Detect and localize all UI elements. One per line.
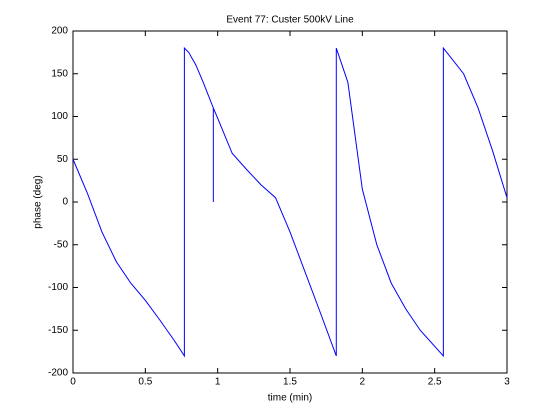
y-tick-label: 50 [57,154,69,165]
y-tick-label: -150 [48,325,68,336]
y-tick-label: -200 [48,368,68,379]
y-tick-label: 0 [62,197,68,208]
x-tick-label: 2.5 [428,377,442,388]
x-axis-label: time (min) [268,393,312,404]
x-tick-label: 1.5 [283,377,297,388]
x-tick-label: 3 [504,377,510,388]
y-tick-label: -50 [54,239,69,250]
plot-area [72,30,508,374]
y-tick-label: 150 [51,68,68,79]
data-line [72,46,508,358]
x-tick-label: 2 [360,377,366,388]
chart-title: Event 77: Custer 500kV Line [226,15,354,26]
y-tick-label: -100 [48,282,68,293]
x-tick-label: 1 [215,377,221,388]
x-tick-label: 0.5 [138,377,152,388]
x-tick-label: 0 [70,377,76,388]
y-tick-label: 200 [51,26,68,37]
y-axis-label: phase (deg) [33,175,44,228]
y-tick-label: 100 [51,111,68,122]
